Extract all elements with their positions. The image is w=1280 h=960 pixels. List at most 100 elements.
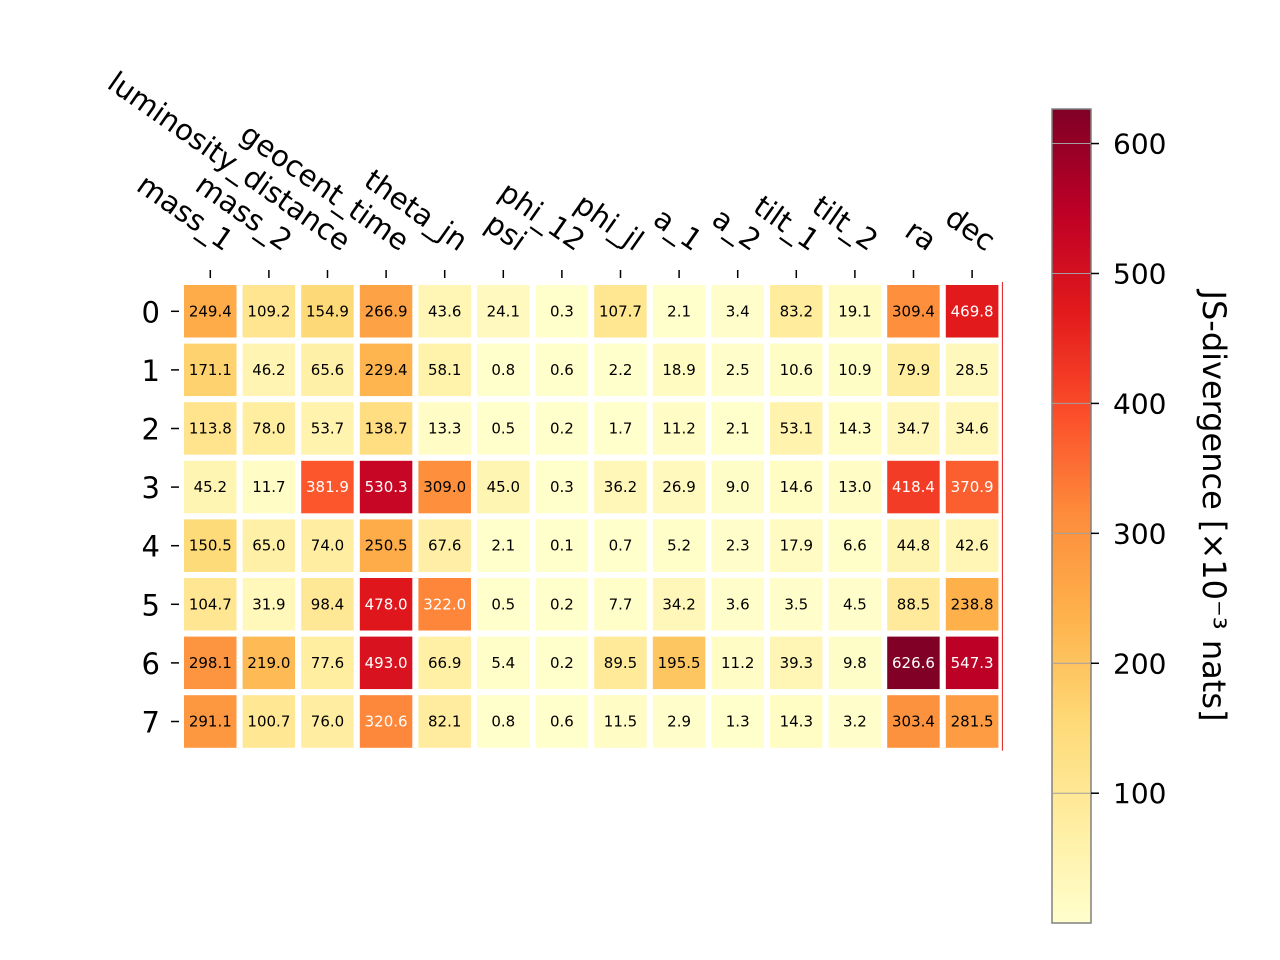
cell-value-label: 5.4 — [491, 654, 515, 672]
cell-value-label: 0.2 — [550, 654, 574, 672]
heatmap-cell — [295, 396, 360, 461]
heatmap-cell — [529, 689, 595, 754]
cell-value-label: 65.0 — [252, 537, 285, 555]
cell-value-label: 31.9 — [252, 595, 285, 613]
cell-value-label: 478.0 — [365, 595, 408, 613]
heatmap-cell — [705, 513, 771, 579]
heatmap-cell — [353, 572, 419, 637]
heatmap-cell — [471, 454, 536, 520]
row-label: 7 — [142, 706, 160, 740]
colorbar-tick-label: 600 — [1113, 128, 1166, 161]
column-label: tilt_2 — [806, 189, 884, 258]
cell-value-label: 219.0 — [247, 654, 290, 672]
cell-value-label: 11.2 — [662, 420, 695, 438]
cell-value-label: 2.3 — [726, 537, 750, 555]
heatmap-cell — [646, 337, 712, 403]
column-label: phi_jl — [569, 187, 650, 258]
heatmap-cell — [822, 454, 888, 520]
cell-value-label: 98.4 — [311, 595, 344, 613]
row-label: 1 — [142, 354, 160, 388]
heatmap-cell — [412, 689, 477, 754]
cell-value-label: 79.9 — [897, 361, 930, 379]
row-label: 5 — [142, 588, 160, 622]
cell-value-label: 2.2 — [609, 361, 633, 379]
heatmap-cell — [471, 689, 536, 754]
cell-value-label: 28.5 — [955, 361, 988, 379]
cell-value-label: 298.1 — [189, 654, 232, 672]
cell-value-label: 238.8 — [951, 595, 994, 613]
cell-value-label: 113.8 — [189, 420, 232, 438]
cell-value-label: 58.1 — [428, 361, 461, 379]
cell-value-label: 309.4 — [892, 302, 935, 320]
cell-value-label: 43.6 — [428, 302, 461, 320]
cell-value-label: 4.5 — [843, 595, 867, 613]
cell-value-label: 303.4 — [892, 713, 935, 731]
cell-value-label: 0.5 — [491, 420, 515, 438]
cell-value-label: 76.0 — [311, 713, 344, 731]
cell-value-label: 13.0 — [838, 478, 871, 496]
colorbar-tick-label: 200 — [1113, 647, 1166, 680]
cell-value-label: 229.4 — [365, 361, 408, 379]
cell-value-label: 547.3 — [951, 654, 994, 672]
cell-value-label: 154.9 — [306, 302, 349, 320]
cell-value-label: 88.5 — [897, 595, 930, 613]
cell-value-label: 14.3 — [780, 713, 813, 731]
heatmap-cell — [822, 630, 888, 696]
cell-value-label: 45.0 — [487, 478, 520, 496]
colorbar-tick-label: 500 — [1113, 257, 1166, 290]
cell-value-label: 3.5 — [784, 595, 808, 613]
cell-value-label: 9.8 — [843, 654, 867, 672]
colorbar-tick-label: 400 — [1113, 387, 1166, 420]
heatmap-cell — [881, 689, 946, 754]
row-label: 0 — [142, 295, 160, 329]
cell-value-label: 0.6 — [550, 713, 574, 731]
heatmap-cell — [236, 572, 302, 637]
cell-value-label: 1.3 — [726, 713, 750, 731]
heatmap-cell — [939, 630, 1005, 696]
cell-value-label: 74.0 — [311, 537, 344, 555]
cell-value-label: 266.9 — [365, 302, 408, 320]
cell-value-label: 0.7 — [609, 537, 633, 555]
cell-value-label: 0.8 — [491, 713, 515, 731]
cell-value-label: 171.1 — [189, 361, 232, 379]
cell-value-label: 11.2 — [721, 654, 754, 672]
cell-value-label: 150.5 — [189, 537, 232, 555]
cell-value-label: 10.9 — [838, 361, 871, 379]
column-labels: mass_1mass_2luminosity_distancegeocent_t… — [102, 65, 1002, 278]
heatmap-cell — [939, 454, 1005, 520]
cell-value-label: 0.3 — [550, 302, 574, 320]
cell-value-label: 0.8 — [491, 361, 515, 379]
cell-value-label: 46.2 — [252, 361, 285, 379]
row-labels: 0 1 2 3 4 5 6 7 — [142, 295, 179, 740]
cell-value-label: 100.7 — [247, 713, 290, 731]
cell-value-label: 3.2 — [843, 713, 867, 731]
cell-value-label: 309.0 — [423, 478, 466, 496]
cell-value-label: 2.1 — [726, 420, 750, 438]
cell-value-label: 2.5 — [726, 361, 750, 379]
cell-value-label: 0.2 — [550, 420, 574, 438]
cell-value-label: 0.3 — [550, 478, 574, 496]
heatmap-cell — [588, 279, 653, 344]
cell-value-label: 195.5 — [658, 654, 701, 672]
cell-value-label: 65.6 — [311, 361, 344, 379]
cell-value-label: 2.1 — [667, 302, 691, 320]
heatmap-cell — [646, 572, 712, 637]
cell-value-label: 249.4 — [189, 302, 232, 320]
cell-value-label: 320.6 — [365, 713, 408, 731]
cell-value-label: 24.1 — [487, 302, 520, 320]
cell-value-label: 0.5 — [491, 595, 515, 613]
cell-value-label: 83.2 — [780, 302, 813, 320]
cell-value-label: 381.9 — [306, 478, 349, 496]
colorbar-tick-label: 300 — [1113, 517, 1166, 550]
cell-value-label: 5.2 — [667, 537, 691, 555]
heatmap-cells: 249.4 109.2 154.9 266.9 43.6 24.1 0.3 107.7 2.1 3… — [178, 279, 1005, 754]
cell-value-label: 250.5 — [365, 537, 408, 555]
cell-value-label: 39.3 — [780, 654, 813, 672]
cell-value-label: 281.5 — [951, 713, 994, 731]
row-label: 4 — [142, 530, 160, 564]
heatmap-cell — [939, 572, 1005, 637]
cell-value-label: 19.1 — [838, 302, 871, 320]
cell-value-label: 67.6 — [428, 537, 461, 555]
cell-value-label: 45.2 — [194, 478, 227, 496]
cell-value-label: 77.6 — [311, 654, 344, 672]
